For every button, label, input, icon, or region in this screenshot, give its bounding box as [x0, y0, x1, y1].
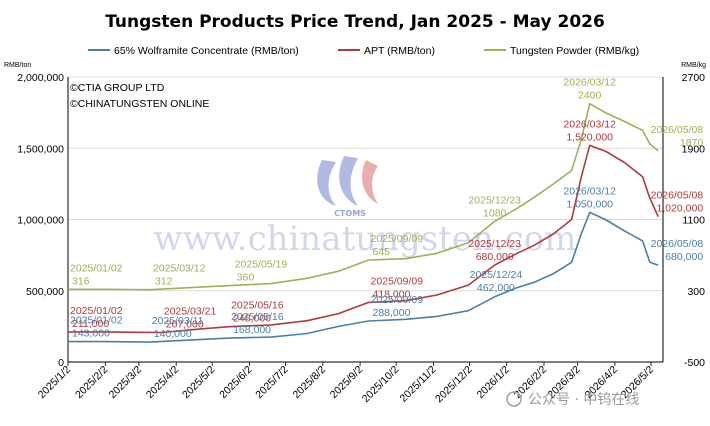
annotation-value: 1,020,000: [656, 203, 703, 215]
annotation-value: 1870: [680, 137, 704, 149]
x-tick-label: 2025/10/2: [360, 364, 402, 406]
logo-swoosh-right: [362, 160, 378, 204]
annotation-value: 168,000: [233, 324, 271, 336]
data-annotations: 2025/01/023162025/03/123122025/05/193602…: [70, 77, 703, 340]
copyright-line-1: ©CTIA GROUP LTD: [70, 82, 165, 94]
legend-label: Tungsten Powder (RMB/kg): [510, 45, 639, 57]
annotation-date: 2025/05/19: [235, 258, 288, 270]
source-mark-text: 公众号 · 中钨在线: [528, 392, 639, 408]
series-line: [68, 211, 659, 343]
right-tick-label: 2700: [682, 72, 706, 84]
annotation-date: 2025/01/02: [70, 315, 123, 327]
right-tick-label: 300: [687, 286, 705, 298]
annotation-value: 316: [72, 275, 90, 287]
right-axis: -500 300 1100 1900 2700: [682, 72, 706, 369]
x-tick-label: 2025/3/2: [107, 364, 144, 401]
source-mark: 公众号 · 中钨在线: [506, 391, 639, 408]
right-axis-unit: RMB/kg: [681, 62, 706, 69]
annotation-value: 680,000: [476, 251, 514, 263]
left-tick-label: 1,500,000: [17, 143, 64, 155]
annotation-date: 2025/09/09: [371, 233, 424, 245]
annotation-date: 2025/12/23: [468, 194, 521, 206]
series-line: [68, 102, 659, 291]
annotation-value: 143,000: [72, 328, 110, 340]
watermark-text: www.chinatungsten.com: [154, 219, 577, 259]
x-tick-label: 2025/8/2: [291, 364, 328, 401]
annotation-value: 680,000: [665, 251, 703, 263]
annotation-date: 2025/09/09: [371, 275, 424, 287]
logo-swoosh-left: [317, 160, 336, 206]
x-tick-label: 2025/5/2: [180, 364, 217, 401]
left-axis-unit: RMB/ton: [4, 62, 31, 69]
x-tick-label: 2025/6/2: [217, 364, 254, 401]
annotation-date: 2025/01/02: [70, 305, 123, 317]
series-lines: [68, 102, 659, 343]
annotation-date: 2026/03/12: [563, 77, 616, 89]
annotation-value: 140,000: [154, 328, 192, 340]
annotation-date: 2026/05/08: [651, 124, 704, 136]
annotation-value: 360: [237, 271, 255, 283]
annotation-value: 645: [373, 246, 391, 258]
annotation-date: 2025/12/24: [470, 269, 523, 281]
annotation-value: 2400: [578, 90, 602, 102]
left-tick-label: 1,000,000: [17, 215, 64, 227]
chart-title: Tungsten Products Price Trend, Jan 2025 …: [105, 12, 605, 32]
annotation-date: 2026/05/08: [651, 190, 704, 202]
annotation-date: 2026/05/08: [651, 238, 704, 250]
annotation-value: 1,050,000: [566, 198, 613, 210]
annotation-value: 462,000: [477, 282, 515, 294]
left-tick-label: 2,000,000: [17, 72, 64, 84]
annotation-date: 2025/03/11: [152, 315, 204, 327]
copyright-line-2: ©CHINATUNGSTEN ONLINE: [70, 98, 209, 110]
x-tick-label: 2025/2/2: [73, 364, 110, 401]
grid-lines: [67, 76, 664, 363]
copyright-block: ©CTIA GROUP LTD ©CHINATUNGSTEN ONLINE: [70, 82, 209, 110]
x-tick-label: 2025/1/2: [36, 364, 73, 401]
logo-text: CTOMS: [334, 209, 366, 218]
annotation-value: 211,000: [72, 318, 109, 330]
annotation-value: 1,520,000: [566, 131, 613, 143]
annotation-date: 2025/05/16: [231, 300, 284, 312]
left-tick-label: 500,000: [26, 286, 64, 298]
annotation-value: 207,000: [166, 319, 204, 331]
x-tick-label: 2025/4/2: [144, 364, 181, 401]
x-tick-label: 2025/11/2: [398, 364, 439, 405]
series-line: [68, 144, 659, 334]
annotation-value: 288,000: [373, 307, 411, 319]
annotation-date: 2025/09/09: [371, 294, 424, 306]
annotation-date: 2025/01/02: [70, 262, 123, 274]
annotation-date: 2025/12/23: [468, 238, 521, 250]
annotation-value: 312: [155, 276, 173, 288]
annotation-value: 1080: [483, 207, 507, 219]
right-tick-label: 1900: [682, 143, 706, 155]
annotation-date: 2025/03/21: [164, 306, 217, 318]
wechat-icon: [506, 391, 522, 407]
annotation-date: 2025/03/12: [153, 263, 206, 275]
annotation-date: 2026/03/12: [563, 185, 616, 197]
legend-label: 65% Wolframite Concentrate (RMB/ton): [114, 45, 299, 57]
annotation-value: 248,000: [233, 313, 271, 325]
ctoms-logo: CTOMS: [317, 156, 378, 218]
annotation-date: 2025/05/16: [231, 311, 284, 323]
logo-swoosh-middle: [339, 156, 358, 206]
left-tick-label: 0: [58, 357, 64, 369]
left-axis: 0 500,000 1,000,000 1,500,000 2,000,000: [17, 72, 64, 369]
legend-label: APT (RMB/ton): [364, 45, 435, 57]
x-tick-label: 2025/12/2: [433, 364, 475, 406]
right-tick-label: 1100: [682, 215, 705, 227]
x-tick-label: 2025/7/2: [253, 364, 290, 401]
legend: 65% Wolframite Concentrate (RMB/ton) APT …: [88, 45, 639, 57]
annotation-value: 418,000: [373, 288, 411, 300]
annotation-date: 2026/03/12: [563, 118, 616, 130]
x-tick-label: 2026/1/2: [474, 364, 511, 401]
right-tick-label: -500: [684, 357, 705, 369]
